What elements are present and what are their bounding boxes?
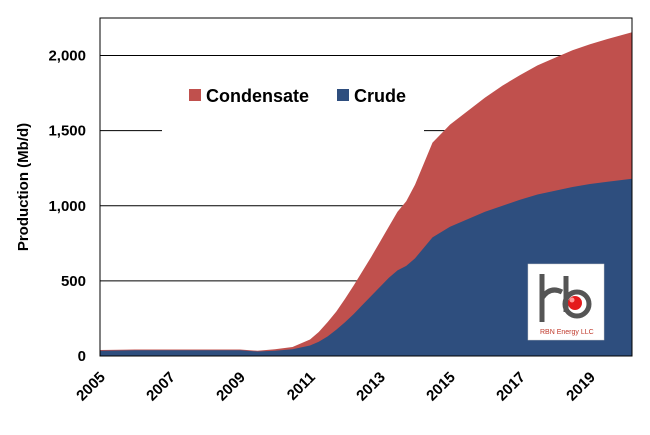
x-tick-label: 2009 [213, 369, 249, 405]
legend-label-condensate: Condensate [206, 86, 309, 106]
x-tick-label: 2017 [493, 369, 529, 405]
x-tick-labels: 2005 2007 2009 2011 2013 2015 2017 2019 [73, 369, 599, 405]
rbn-energy-logo: RBN Energy LLC [527, 263, 605, 341]
legend-background [162, 80, 424, 134]
x-tick-label: 2007 [143, 369, 179, 405]
y-tick-label: 500 [61, 273, 86, 290]
y-tick-label: 1,500 [48, 123, 86, 140]
x-tick-label: 2019 [563, 369, 599, 405]
legend-label-crude: Crude [354, 86, 406, 106]
y-tick-labels: 0 500 1,000 1,500 2,000 [48, 48, 86, 365]
y-axis-title: Production (Mb/d) [15, 123, 32, 251]
area-series [100, 32, 632, 357]
area-crude [100, 178, 632, 356]
legend: Condensate Crude [162, 80, 424, 134]
x-tick-label: 2011 [284, 369, 319, 404]
logo-text: RBN Energy LLC [540, 329, 594, 336]
x-tick-label: 2013 [353, 369, 389, 405]
y-tick-label: 2,000 [48, 48, 86, 65]
x-tick-label: 2015 [423, 369, 459, 405]
x-tick-label: 2005 [73, 369, 109, 405]
y-tick-label: 1,000 [48, 198, 86, 215]
y-tick-label: 0 [78, 348, 86, 365]
plot-frame [99, 17, 633, 357]
legend-swatch-crude [337, 89, 349, 101]
legend-swatch-condensate [189, 89, 201, 101]
